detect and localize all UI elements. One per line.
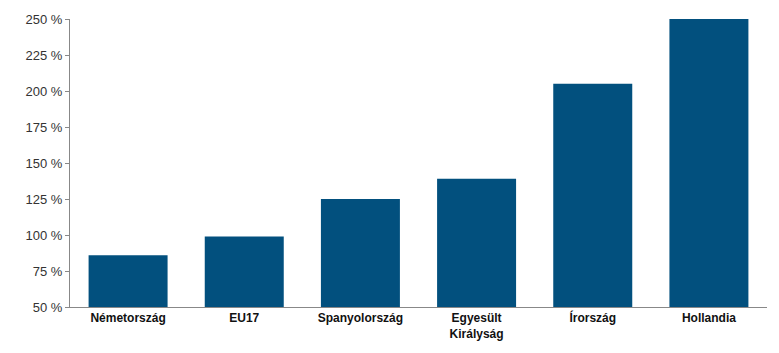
svg-text:EU17: EU17	[229, 311, 259, 325]
svg-text:Németország: Németország	[90, 311, 165, 325]
svg-text:250 %: 250 %	[26, 12, 63, 27]
svg-text:175 %: 175 %	[26, 120, 63, 135]
svg-text:150 %: 150 %	[26, 156, 63, 171]
svg-text:50 %: 50 %	[33, 300, 63, 315]
svg-text:100 %: 100 %	[26, 228, 63, 243]
svg-text:Írország: Írország	[569, 310, 616, 325]
svg-text:EgyesültKirályság: EgyesültKirályság	[450, 311, 504, 341]
svg-text:Spanyolország: Spanyolország	[318, 311, 403, 325]
svg-text:75 %: 75 %	[33, 264, 63, 279]
svg-text:125 %: 125 %	[26, 192, 63, 207]
svg-text:225 %: 225 %	[26, 48, 63, 63]
svg-text:Hollandia: Hollandia	[682, 311, 736, 325]
svg-text:200 %: 200 %	[26, 84, 63, 99]
